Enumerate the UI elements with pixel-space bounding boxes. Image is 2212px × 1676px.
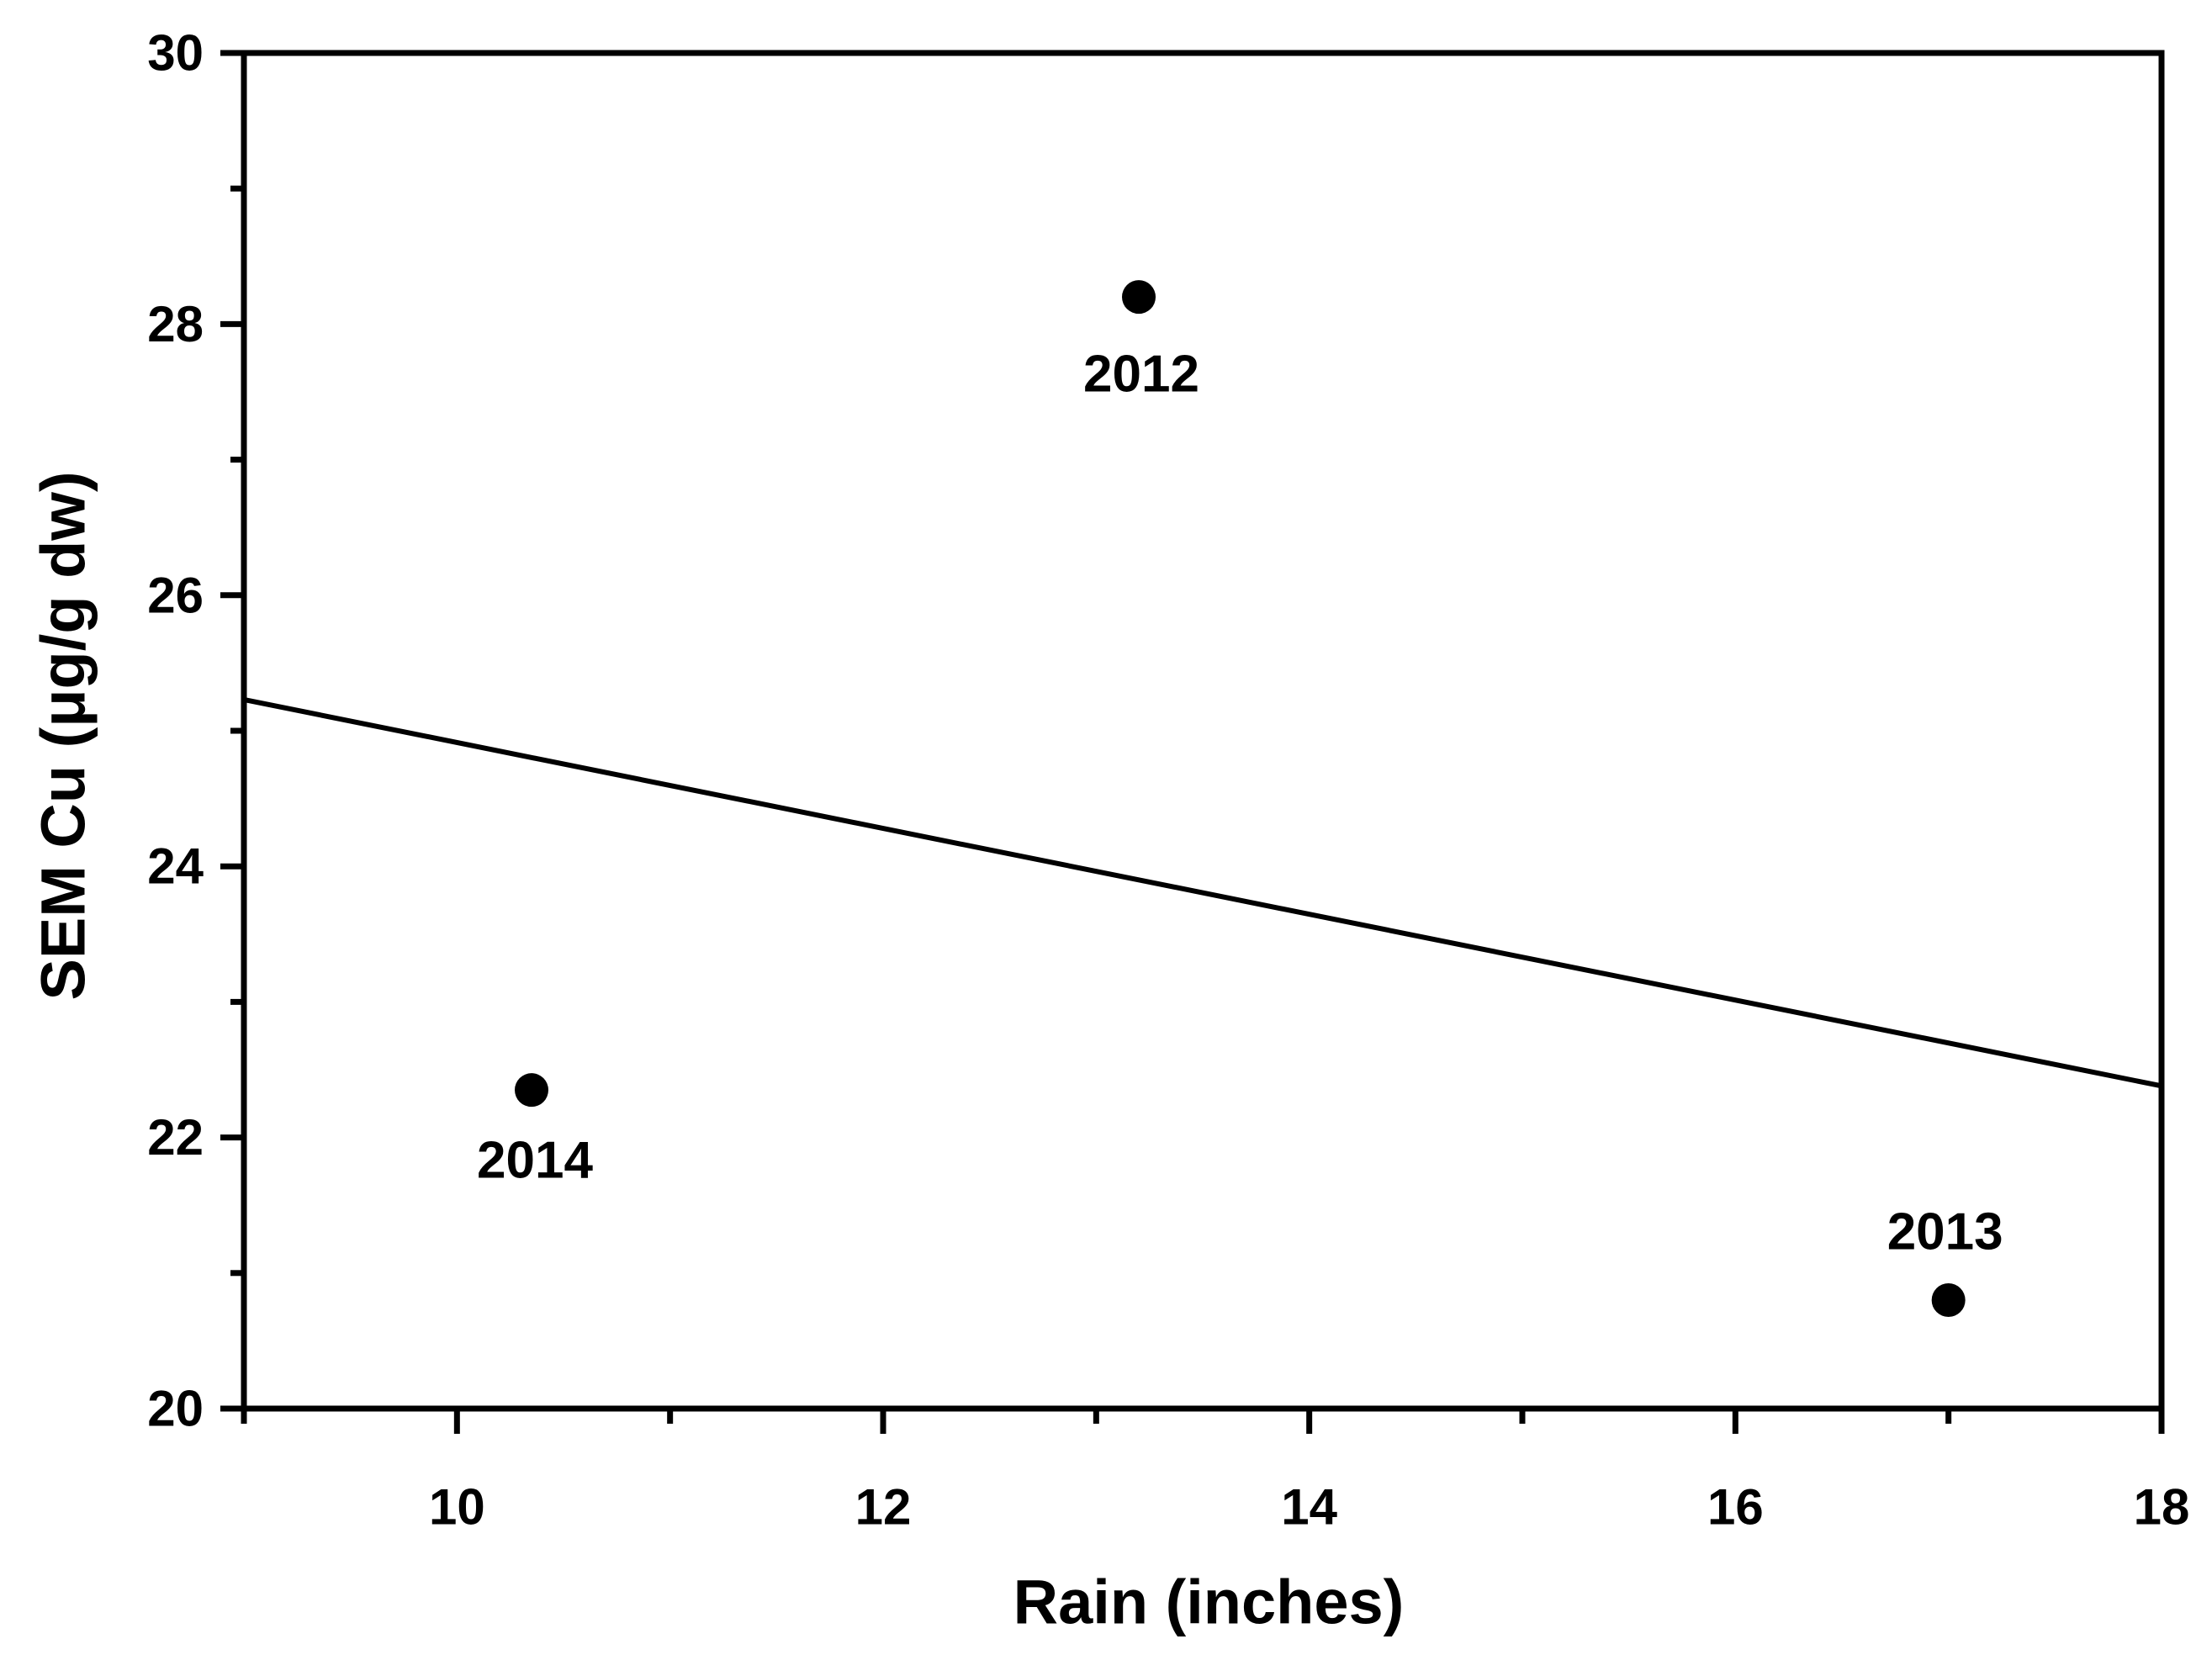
point-label-2012: 2012 <box>1083 346 1199 404</box>
point-label-2014: 2014 <box>477 1132 593 1190</box>
data-point-2014 <box>515 1073 548 1108</box>
plot-frame <box>241 50 2165 1412</box>
y-tick-label-30: 30 <box>147 25 204 82</box>
tick-labels-layer: 10 12 14 16 18 20 22 24 26 28 30 <box>147 25 2189 1536</box>
point-label-2013: 2013 <box>1887 1203 2003 1261</box>
trend-line <box>243 696 2162 1089</box>
point-labels-layer: 2012 2013 2014 <box>477 346 2003 1261</box>
y-tick-label-26: 26 <box>147 567 204 623</box>
axis-ticks-layer <box>220 50 2165 1434</box>
data-point-2012 <box>1122 280 1156 315</box>
x-tick-label-16: 16 <box>1707 1479 1764 1536</box>
y-tick-label-24: 24 <box>147 838 204 895</box>
x-axis-title: Rain (inches) <box>1013 1568 1405 1637</box>
y-tick-label-28: 28 <box>147 296 204 352</box>
data-points-layer <box>515 280 1966 1318</box>
plot-frame-layer <box>241 50 2165 1412</box>
y-axis-title: SEM Cu (μg/g dw) <box>29 472 98 1001</box>
x-tick-label-10: 10 <box>429 1479 485 1536</box>
trend-line-layer <box>243 696 2162 1089</box>
data-point-2013 <box>1931 1283 1966 1318</box>
y-tick-label-22: 22 <box>147 1109 204 1166</box>
x-tick-label-14: 14 <box>1281 1479 1337 1536</box>
y-tick-label-20: 20 <box>147 1381 204 1437</box>
x-tick-label-18: 18 <box>2134 1479 2190 1536</box>
x-tick-label-12: 12 <box>855 1479 912 1536</box>
